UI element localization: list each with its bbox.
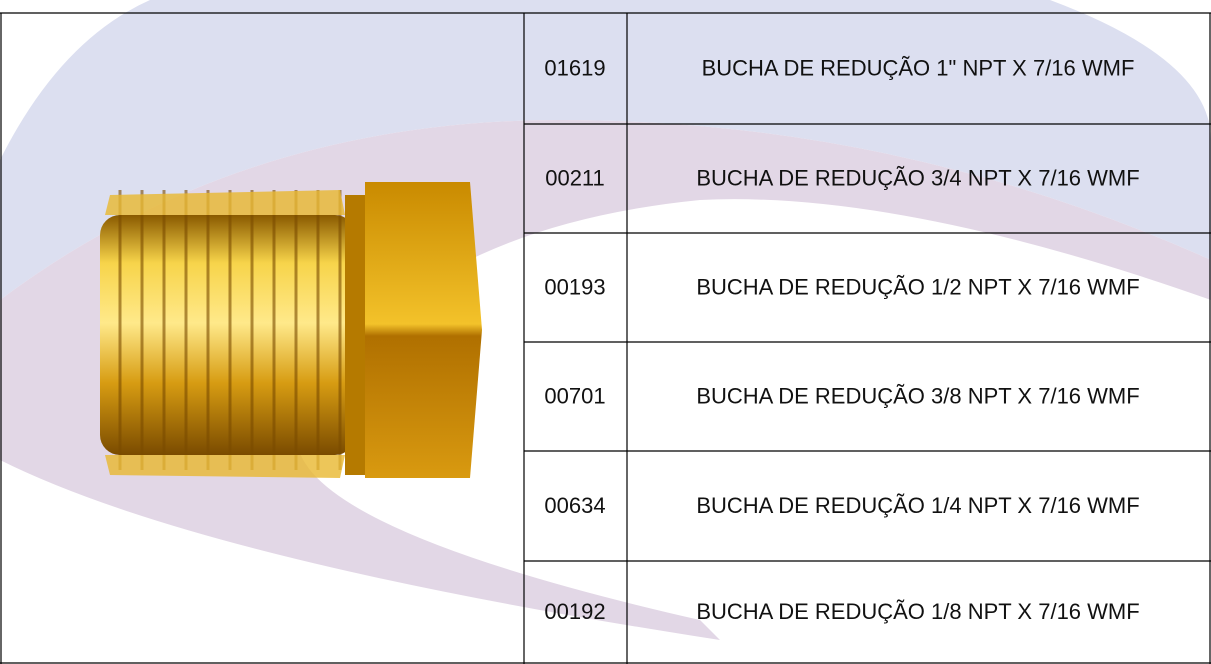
product-description: BUCHA DE REDUÇÃO 1/4 NPT X 7/16 WMF (696, 493, 1139, 518)
product-description: BUCHA DE REDUÇÃO 3/8 NPT X 7/16 WMF (696, 383, 1139, 408)
product-image (100, 182, 482, 478)
product-code: 01619 (544, 55, 605, 80)
product-code: 00634 (544, 493, 605, 518)
product-code: 00193 (544, 274, 605, 299)
product-description: BUCHA DE REDUÇÃO 1/2 NPT X 7/16 WMF (696, 274, 1139, 299)
product-code: 00211 (545, 165, 605, 190)
product-description: BUCHA DE REDUÇÃO 1" NPT X 7/16 WMF (702, 55, 1135, 80)
product-code: 00701 (544, 383, 605, 408)
product-code: 00192 (544, 599, 605, 624)
product-description: BUCHA DE REDUÇÃO 1/8 NPT X 7/16 WMF (696, 599, 1139, 624)
table-grid (0, 12, 1211, 664)
product-description: BUCHA DE REDUÇÃO 3/4 NPT X 7/16 WMF (696, 165, 1139, 190)
watermark-blue (0, 0, 1211, 300)
